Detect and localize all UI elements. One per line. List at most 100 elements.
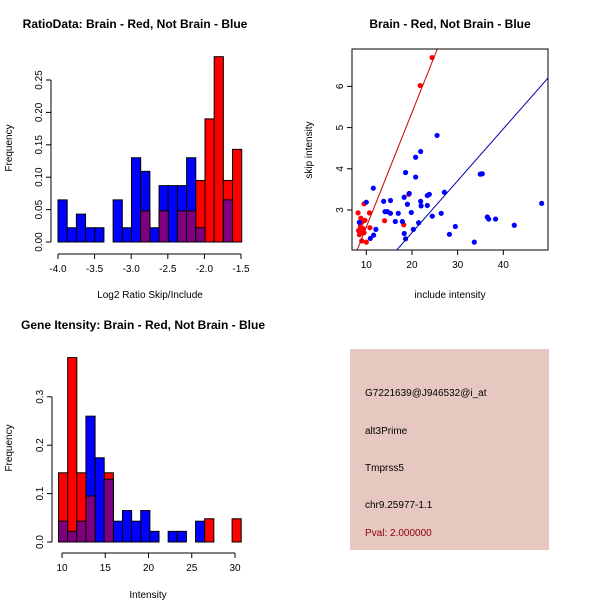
- probe-id: G7221639@J946532@i_at: [365, 388, 487, 399]
- ratio-bar-brain: [213, 56, 224, 243]
- ratio-y-tick-label: 0.00: [34, 232, 45, 252]
- point-not-brain: [410, 226, 416, 232]
- point-not-brain: [387, 197, 394, 204]
- gene-hist-xlabel: Intensity: [129, 590, 166, 600]
- ratio-bar-not-brain: [66, 227, 77, 243]
- point-not-brain: [471, 239, 477, 245]
- gene-bar-overlap: [58, 520, 69, 543]
- point-not-brain: [511, 222, 517, 228]
- ratio-bar-not-brain: [94, 227, 105, 243]
- gene-bar-overlap: [67, 530, 78, 543]
- ratio-x-tick-label: -2.5: [159, 264, 177, 275]
- ratio-bar-not-brain: [75, 213, 87, 243]
- point-not-brain: [408, 209, 414, 216]
- point-not-brain: [452, 223, 458, 230]
- gene-name: Tmprss5: [365, 463, 404, 474]
- point-brain: [360, 225, 366, 232]
- scatter-xlabel: include intensity: [414, 290, 485, 301]
- ratio-hist-ylabel: Frequency: [4, 124, 15, 171]
- fit-line-brain: [356, 49, 438, 250]
- ratio-bar-brain: [232, 148, 243, 243]
- ratio-bar-not-brain: [121, 227, 132, 243]
- point-not-brain: [446, 231, 453, 237]
- gene-bar-not-brain: [149, 530, 160, 543]
- point-not-brain: [438, 210, 444, 216]
- ratio-bar-overlap: [176, 210, 188, 243]
- scatter-y-tick-label: 4: [335, 166, 346, 172]
- point-not-brain: [387, 210, 394, 216]
- ratio-hist-xlabel: Log2 Ratio Skip/Include: [97, 290, 203, 301]
- gene-bar-brain: [231, 518, 242, 543]
- gene-bar-not-brain: [167, 530, 178, 543]
- scatter-y-tick-label: 6: [335, 83, 346, 89]
- point-not-brain: [434, 132, 440, 139]
- point-not-brain: [418, 203, 424, 209]
- info-panel: G7221639@J946532@i_at alt3Prime Tmprss5 …: [350, 349, 549, 550]
- point-brain: [363, 239, 369, 245]
- fit-line-not-brain: [396, 77, 548, 250]
- point-not-brain: [429, 213, 435, 219]
- gene-y-tick-label: 0.2: [35, 438, 46, 452]
- point-not-brain: [479, 171, 485, 177]
- gene-x-tick-label: 10: [56, 563, 68, 574]
- point-not-brain: [424, 202, 430, 209]
- gene-bar-brain: [67, 357, 78, 543]
- point-not-brain: [373, 226, 379, 232]
- point-not-brain: [392, 218, 398, 225]
- scatter-ylabel: skip intensity: [304, 121, 315, 178]
- point-not-brain: [539, 200, 545, 207]
- point-brain: [367, 225, 373, 231]
- point-brain: [417, 82, 423, 89]
- point-not-brain: [402, 236, 409, 242]
- gene-bar-overlap: [85, 495, 96, 543]
- ratio-x-tick-label: -3.5: [86, 264, 104, 275]
- point-not-brain: [367, 235, 373, 242]
- gene-bar-not-brain: [176, 530, 187, 543]
- event-type: alt3Prime: [365, 426, 408, 437]
- ratio-x-tick-label: -4.0: [49, 264, 67, 275]
- gene-bar-not-brain: [112, 520, 123, 543]
- chrom-location: chr9.25977-1.1: [365, 500, 433, 511]
- scatter-y-tick-label: 5: [335, 124, 346, 130]
- scatter-x-tick-label: 30: [452, 260, 464, 271]
- point-brain: [358, 215, 364, 221]
- ratio-bar-not-brain: [130, 157, 142, 243]
- gene-hist-title: Gene Itensity: Brain - Red, Not Brain - …: [21, 318, 265, 332]
- scatter-x-tick-label: 20: [406, 260, 418, 271]
- scatter-y-tick-label: 3: [335, 207, 346, 213]
- gene-bar-overlap: [76, 520, 87, 543]
- ratio-bar-not-brain: [112, 199, 123, 243]
- point-not-brain: [356, 219, 362, 225]
- gene-x-tick-label: 25: [186, 563, 198, 574]
- intensity-scatter: 10 20 30 40 3 4 5 6: [335, 48, 549, 271]
- scatter-x-tick-label: 10: [361, 260, 373, 271]
- point-not-brain: [401, 230, 407, 237]
- point-brain: [355, 210, 361, 216]
- ratio-hist-title: RatioData: Brain - Red, Not Brain - Blue: [23, 17, 248, 31]
- gene-bar-not-brain: [131, 520, 142, 543]
- point-not-brain: [381, 198, 387, 204]
- gene-intensity-histogram: 10 15 20 25 30 0.0 0.1 0.2 0.3: [35, 357, 242, 574]
- ratio-y-tick-label: 0.05: [34, 199, 45, 219]
- ratio-bar-brain: [204, 118, 215, 243]
- point-brain: [366, 210, 373, 216]
- scatter-frame: [351, 48, 549, 251]
- scatter-title: Brain - Red, Not Brain - Blue: [369, 17, 531, 31]
- gene-bar-not-brain: [121, 510, 133, 543]
- gene-y-tick-label: 0.1: [35, 486, 46, 500]
- gene-bar-brain: [204, 518, 215, 543]
- point-not-brain: [486, 216, 492, 222]
- ratio-bar-not-brain: [149, 227, 160, 243]
- point-not-brain: [404, 201, 411, 207]
- ratio-x-tick-label: -2.0: [196, 264, 214, 275]
- point-not-brain: [413, 174, 419, 180]
- ratio-bar-overlap: [186, 210, 197, 243]
- gene-bar-not-brain: [94, 457, 105, 543]
- point-not-brain: [363, 199, 369, 205]
- point-not-brain: [371, 232, 377, 238]
- point-not-brain: [418, 198, 424, 204]
- point-brain: [381, 218, 388, 224]
- point-not-brain: [402, 169, 409, 176]
- point-not-brain: [395, 210, 401, 216]
